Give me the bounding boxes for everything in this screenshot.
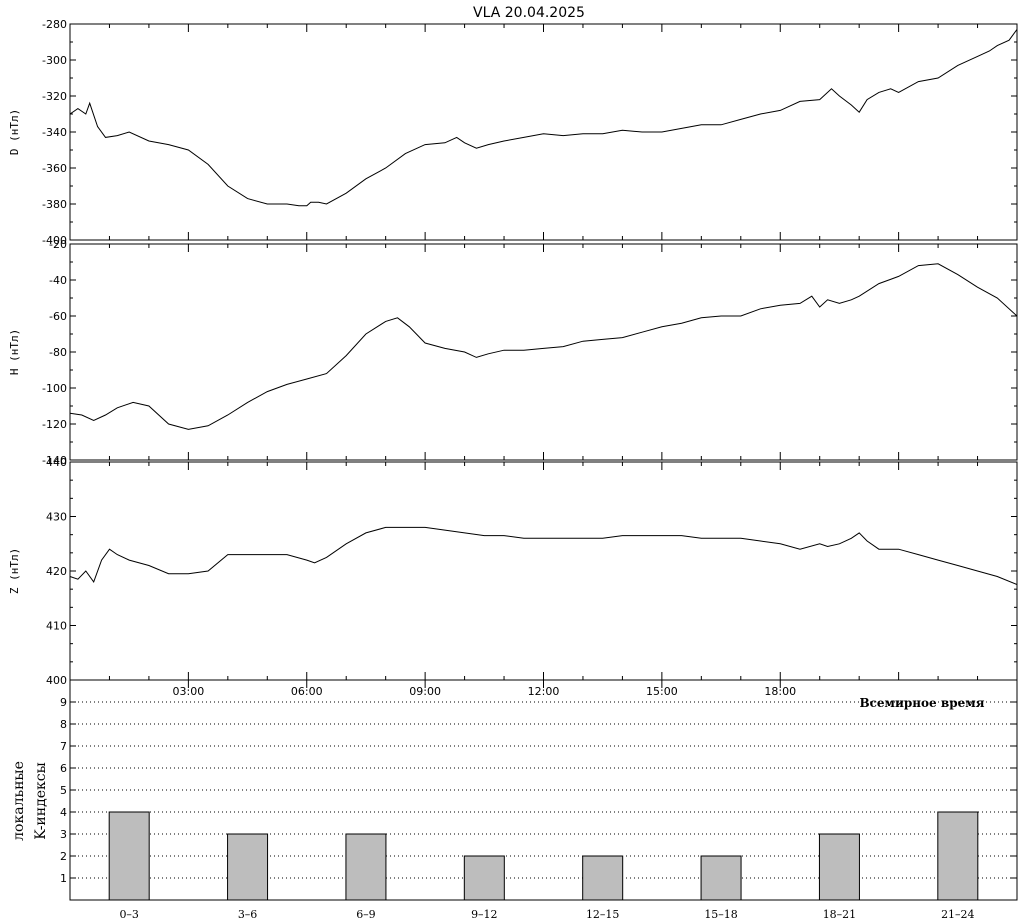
d-y-tick-label: -300: [42, 54, 67, 67]
d-axis-label: D (нТл): [8, 109, 21, 155]
time-tick-label: 18:00: [764, 685, 796, 698]
d-y-tick-label: -280: [42, 18, 67, 31]
h-trace-line: [69, 263, 1018, 430]
h-y-tick-label: -80: [49, 346, 67, 359]
h-y-tick-label: -60: [49, 310, 67, 323]
k-y-tick-label: 8: [60, 718, 67, 731]
h-y-tick-label: -140: [42, 454, 67, 467]
d-x-axis-ticks: [108, 24, 979, 240]
time-axis-title: Всемирное время: [859, 696, 984, 710]
z-x-axis-ticks: [108, 462, 979, 680]
z-y-axis: 400 410 420 430 440: [46, 456, 1017, 687]
k-category-label: 9–12: [471, 908, 498, 921]
k-y-tick-label: 7: [60, 740, 67, 753]
k-category-label: 6–9: [356, 908, 376, 921]
k-y-tick-label: 6: [60, 762, 67, 775]
k-bar: [345, 833, 387, 901]
k-y-tick-label: 5: [60, 784, 67, 797]
k-y-tick-label: 3: [60, 828, 67, 841]
h-axis-label: H (нТл): [8, 329, 21, 375]
k-bar: [937, 811, 979, 901]
k-category-label: 21–24: [941, 908, 975, 921]
k-bar: [108, 811, 150, 901]
time-axis-labels: 03:00 06:00 09:00 12:00 15:00 18:00: [173, 680, 796, 698]
h-y-tick-label: -100: [42, 382, 67, 395]
k-bar: [818, 833, 860, 901]
z-axis-label: Z (нТл): [8, 548, 21, 594]
z-y-tick-label: 430: [46, 511, 67, 524]
time-tick-label: 15:00: [646, 685, 678, 698]
k-bar: [463, 855, 505, 901]
z-trace-line: [69, 526, 1018, 586]
h-x-axis-ticks: [108, 244, 979, 460]
h-y-tick-label: -40: [49, 274, 67, 287]
k-index-panel: 1 2 3 4 5 6 7 8 9 0–3 3–6 6–9 9–12 12–15 15–18 18–21 21…: [11, 679, 1018, 921]
z-y-tick-label: 400: [46, 674, 67, 687]
k-y-tick-label: 1: [60, 872, 67, 885]
h-component-panel: -140 -120 -100 -80 -60 -40 -20 H (нТл): [8, 238, 1018, 467]
k-y-tick-label: 4: [60, 806, 67, 819]
z-y-tick-label: 440: [46, 456, 67, 469]
time-tick-label: 03:00: [173, 685, 205, 698]
h-y-tick-label: -20: [49, 238, 67, 251]
z-y-tick-label: 410: [46, 620, 67, 633]
z-y-tick-label: 420: [46, 565, 67, 578]
d-trace-line: [69, 29, 1018, 207]
k-bars: [108, 811, 979, 901]
d-component-panel: -400 -380 -360 -340 -320 -300 -280 D (нТл): [8, 18, 1018, 247]
k-category-label: 3–6: [238, 908, 258, 921]
k-y-tick-label: 2: [60, 850, 67, 863]
d-y-tick-label: -320: [42, 90, 67, 103]
chart-title: VLA 20.04.2025: [473, 5, 585, 21]
k-category-label: 18–21: [823, 908, 857, 921]
z-panel-frame: [69, 461, 1018, 681]
k-bar: [582, 855, 624, 901]
h-y-tick-label: -120: [42, 418, 67, 431]
d-y-axis: -400 -380 -360 -340 -320 -300 -280: [42, 18, 1017, 247]
k-axis-label-line2: K-индексы: [33, 762, 49, 839]
k-category-label: 15–18: [704, 908, 738, 921]
h-panel-frame: [69, 243, 1018, 461]
k-bar: [227, 833, 269, 901]
k-category-label: 0–3: [119, 908, 139, 921]
k-category-label: 12–15: [586, 908, 620, 921]
time-tick-label: 12:00: [528, 685, 560, 698]
time-tick-label: 06:00: [291, 685, 323, 698]
k-y-tick-label: 9: [60, 696, 67, 709]
z-component-panel: 400 410 420 430 440 Z (нТл): [8, 456, 1018, 687]
k-gridlines: [70, 701, 1017, 879]
time-tick-label: 09:00: [409, 685, 441, 698]
d-y-tick-label: -380: [42, 198, 67, 211]
k-axis-label-line1: локальные: [11, 761, 27, 841]
d-y-tick-label: -360: [42, 162, 67, 175]
h-y-axis: -140 -120 -100 -80 -60 -40 -20: [42, 238, 1017, 467]
k-y-axis: 1 2 3 4 5 6 7 8 9: [60, 696, 1017, 885]
d-y-tick-label: -400: [42, 234, 67, 247]
k-category-labels: 0–3 3–6 6–9 9–12 12–15 15–18 18–21 21–24: [119, 908, 974, 921]
d-panel-frame: [69, 23, 1018, 241]
d-y-tick-label: -340: [42, 126, 67, 139]
k-bar: [700, 855, 742, 901]
